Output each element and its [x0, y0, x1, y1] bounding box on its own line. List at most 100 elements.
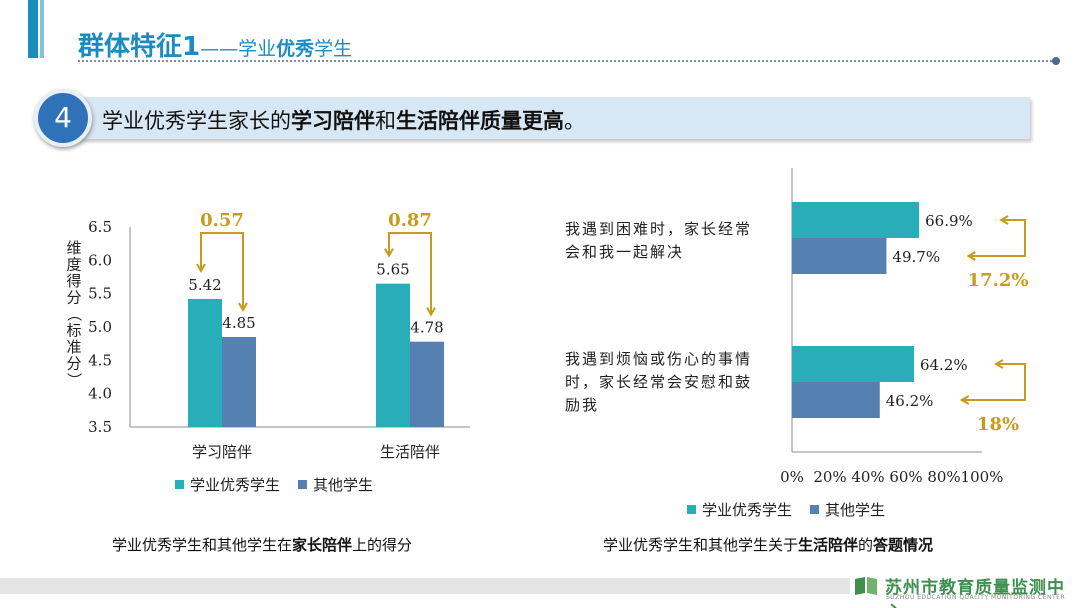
y-axis-label-char-4: （ [65, 306, 83, 321]
difference-label-0: 0.57 [200, 210, 244, 231]
difference-arrowhead-right-0 [238, 302, 248, 313]
hdifference-label-1: 18% [977, 414, 1019, 435]
right-caption-d: 答题情况 [873, 536, 934, 554]
banner-text-c: 和 [375, 109, 396, 133]
right-caption-a: 学业优秀学生和其他学生关于 [603, 536, 799, 554]
x-tick-label-right-1: 20% [813, 468, 846, 486]
right-chart-caption: 学业优秀学生和其他学生关于生活陪伴的答题情况 [603, 534, 933, 555]
banner-text-a: 学业优秀学生家长的 [102, 109, 291, 133]
companionship-score-chart: 3.54.04.55.05.56.06.5维度得分（标准分）5.424.85学习… [65, 210, 470, 461]
bar-excellent-1 [376, 283, 410, 427]
x-tick-label-right-0: 0% [780, 468, 804, 486]
page-title-sub-b: 优秀 [276, 38, 315, 60]
difference-label-bg-0 [196, 210, 248, 230]
header-divider [78, 60, 1056, 62]
x-category-label-1: 生活陪伴 [380, 443, 440, 461]
hbar-excellent-1 [792, 346, 914, 382]
hdifference-arrowhead-top-1 [993, 359, 1004, 369]
hbar-excellent-0 [792, 202, 920, 238]
difference-bracket-1 [388, 232, 432, 315]
y-tick-label-3: 5.0 [88, 318, 112, 336]
y-axis-label-char-5: 标 [66, 322, 81, 340]
y-axis-label-char-2: 得 [66, 272, 81, 290]
book-logo-icon [855, 577, 877, 595]
legend-swatch-excellent [175, 480, 184, 489]
y-tick-label-6: 6.5 [88, 218, 112, 236]
left-chart-caption: 学业优秀学生和其他学生在家长陪伴上的得分 [112, 534, 412, 555]
life-companionship-response-chart: 0% 20% 40% 60% 80% 100% 66.9% 49.7% 我遇到困难时，家长经常会… [565, 168, 1028, 486]
hdifference-arrowhead-bottom-1 [959, 395, 970, 405]
difference-label-1: 0.87 [388, 210, 432, 231]
hdifference-bracket-1 [961, 363, 1026, 401]
banner-text-d: 生活陪伴质量更高 [396, 109, 564, 133]
legend-label-others-right: 其他学生 [825, 501, 886, 519]
y-tick-label-5: 6.0 [88, 251, 112, 269]
banner-text-e: 。 [564, 109, 585, 133]
y-axis-label-char-8: ） [65, 372, 83, 387]
y-tick-label-4: 5.5 [88, 285, 112, 303]
finding-number-badge: 4 [34, 89, 92, 147]
bar-value-label-excellent-0: 5.42 [188, 276, 221, 294]
left-caption-a: 学业优秀学生和其他学生在 [112, 536, 293, 554]
hdifference-arrowhead-bottom-0 [966, 251, 976, 261]
hbar-others-1 [792, 382, 880, 418]
legend-item-excellent: 学业优秀学生 [175, 474, 280, 495]
x-category-label-0: 学习陪伴 [192, 443, 252, 461]
difference-label-bg-1 [384, 210, 436, 230]
hbar-value-label-others-1: 46.2% [886, 392, 934, 410]
legend-item-others: 其他学生 [298, 474, 373, 495]
left-caption-c: 上的得分 [352, 536, 413, 554]
page-title: 群体特征1——学业优秀学生 [78, 26, 352, 63]
bar-others-0 [222, 337, 256, 427]
difference-arrowhead-right-1 [426, 307, 436, 317]
legend-item-excellent-right: 学业优秀学生 [687, 499, 792, 520]
difference-arrowhead-left-0 [196, 263, 206, 274]
legend-swatch-others [298, 480, 308, 489]
legend-label-others: 其他学生 [313, 476, 374, 494]
x-tick-label-right-2: 40% [851, 468, 884, 486]
key-finding-banner: 学业优秀学生家长的学习陪伴和生活陪伴质量更高。 [60, 97, 1030, 139]
legend-swatch-excellent-right [687, 505, 696, 514]
header-divider-dot [1052, 57, 1060, 65]
hbar-value-label-excellent-1: 64.2% [920, 356, 968, 374]
category-label-1-line-2: 励我 [565, 396, 599, 414]
y-axis-label-char-6: 准 [66, 338, 81, 356]
category-label-1-line-0: 我遇到烦恼或伤心的事情 [565, 350, 752, 368]
page-title-sub-c: 学生 [314, 38, 353, 60]
title-accent-bar-light [40, 0, 44, 58]
x-tick-label-right-3: 60% [889, 468, 922, 486]
hbar-value-label-excellent-0: 66.9% [925, 212, 973, 230]
bar-value-label-others-0: 4.85 [222, 314, 255, 332]
right-caption-c: 的 [858, 536, 874, 554]
y-axis-label-char-7: 分 [66, 355, 81, 373]
legend-label-excellent: 学业优秀学生 [190, 476, 281, 494]
left-chart-legend: 学业优秀学生 其他学生 [175, 474, 373, 495]
y-tick-label-2: 4.5 [88, 351, 112, 369]
legend-label-excellent-right: 学业优秀学生 [702, 501, 793, 519]
organization-name: 苏州市教育质量监测中心 [885, 578, 1065, 608]
right-caption-b: 生活陪伴 [798, 536, 859, 554]
right-chart-legend: 学业优秀学生 其他学生 [687, 499, 885, 520]
title-accent-bar [28, 0, 38, 58]
bar-value-label-excellent-1: 5.65 [376, 261, 409, 279]
category-label-1-line-1: 时，家长经常会安慰和鼓 [565, 373, 752, 391]
footer-bar [0, 578, 850, 594]
y-tick-label-1: 4.0 [88, 385, 112, 403]
banner-text-b: 学习陪伴 [291, 109, 375, 133]
category-label-0-line-0: 我遇到困难时，家长经常 [565, 220, 752, 238]
legend-swatch-others-right [810, 505, 820, 514]
x-tick-label-right-4: 80% [927, 468, 960, 486]
y-axis-label-char-1: 度 [66, 256, 81, 274]
hbar-value-label-others-0: 49.7% [892, 248, 940, 266]
left-caption-b: 家长陪伴 [292, 536, 353, 554]
legend-item-others-right: 其他学生 [810, 499, 885, 520]
page-title-dash: —— [200, 38, 239, 60]
difference-bracket-0 [200, 232, 244, 310]
category-label-0-line-1: 会和我一起解决 [565, 243, 684, 261]
y-axis-label-char-0: 维 [66, 239, 81, 257]
y-tick-label-0: 3.5 [88, 418, 112, 436]
hdifference-arrowhead-top-0 [999, 215, 1009, 225]
x-tick-label-right-5: 100% [961, 468, 1004, 486]
hbar-others-0 [792, 238, 887, 274]
bar-others-1 [410, 341, 444, 427]
